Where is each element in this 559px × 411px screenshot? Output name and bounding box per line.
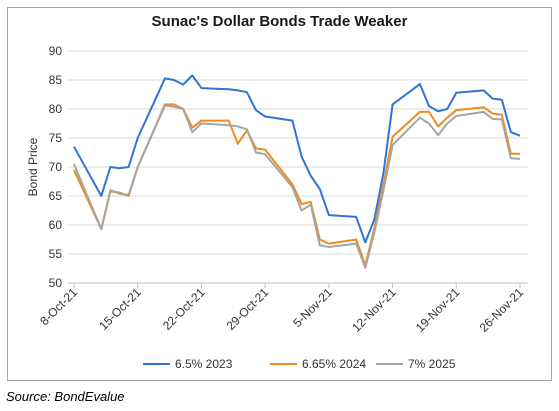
series-lines [73,74,521,269]
y-tick-label: 85 [49,73,63,87]
y-tick-label: 60 [49,218,63,232]
y-tick-label: 70 [49,160,63,174]
series-line-0 [73,74,521,244]
y-axis-ticks: 50 55 60 65 70 75 80 85 90 [49,44,63,290]
series-line-1 [73,103,520,267]
y-tick-label: 50 [49,276,63,290]
y-tick-label: 65 [49,189,63,203]
x-tick-label: 8-Oct-21 [37,285,80,328]
y-tick-label: 75 [49,131,63,145]
y-tick-label: 80 [49,102,63,116]
series-line-2 [73,104,521,269]
x-tick-label: 26-Nov-21 [477,285,527,335]
chart-frame [7,7,552,381]
y-tick-label: 55 [49,247,63,261]
x-tick-label: 5-Nov-21 [290,285,335,330]
x-tick-label: 22-Oct-21 [160,285,208,333]
legend: 6.5% 2023 6.65% 2024 7% 2025 [143,357,456,371]
chart-title: Sunac's Dollar Bonds Trade Weaker [151,13,408,30]
x-tick-label: 19-Nov-21 [413,285,463,335]
legend-label-0: 6.5% 2023 [175,357,233,371]
gridlines [68,50,528,284]
legend-label-1: 6.65% 2024 [302,357,366,371]
x-tick-label: 29-Oct-21 [224,285,272,333]
y-axis-title: Bond Price [26,137,40,196]
legend-label-2: 7% 2025 [408,357,456,371]
source-note: Source: BondEvalue [6,389,125,404]
x-tick-label: 12-Nov-21 [349,285,399,335]
x-tick-label: 15-Oct-21 [96,285,144,333]
x-axis: 8-Oct-21 15-Oct-21 22-Oct-21 29-Oct-21 5-Nov… [37,282,528,335]
y-tick-label: 90 [49,44,63,58]
